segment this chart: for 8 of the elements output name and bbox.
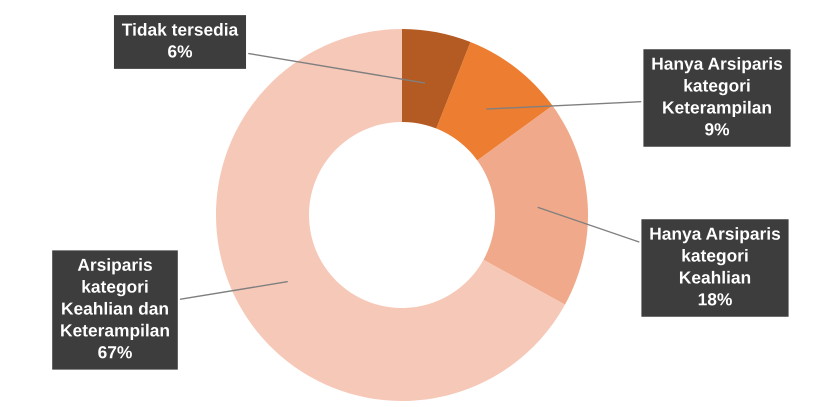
slice-label: Arsiparis kategori Keahlian dan Keterampilan bbox=[61, 258, 169, 340]
data-label: 9% bbox=[705, 123, 730, 136]
slice-label: Hanya Arsiparis kategori Keterampilan bbox=[652, 57, 782, 118]
data-label: 6% bbox=[168, 45, 192, 58]
data-label: 67% bbox=[98, 346, 132, 358]
slice-label: Tidak tersedia bbox=[122, 22, 238, 36]
slice-label: Hanya Arsiparis kategori Keahlian bbox=[650, 227, 780, 284]
data-label: 18% bbox=[698, 293, 732, 306]
